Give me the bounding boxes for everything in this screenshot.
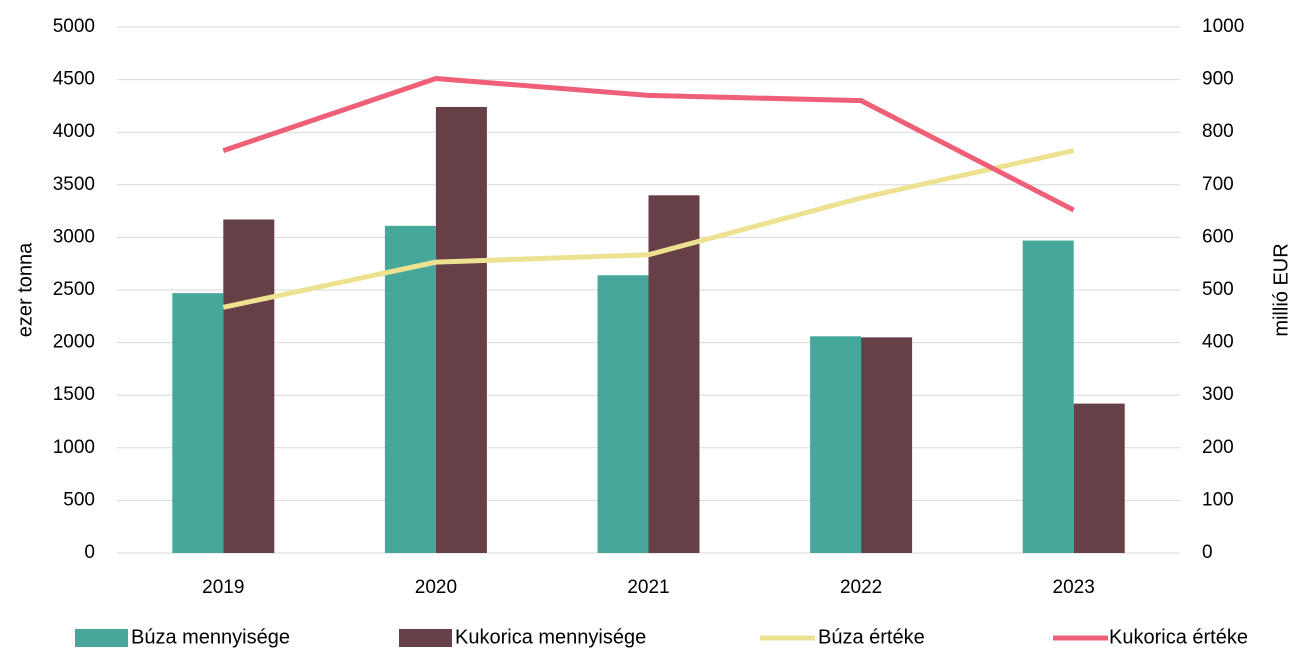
- y-left-tick-label: 2000: [53, 332, 95, 353]
- y-left-tick-label: 1000: [53, 437, 95, 458]
- legend: Búza mennyisége Kukorica mennyisége Búza é…: [75, 626, 1248, 648]
- y-left-tick-label: 4500: [53, 69, 95, 90]
- y-axis-right-ticks: 0 100 200 300 400 500 600 700 800 900 1000: [1202, 16, 1244, 563]
- y-axis-left-title: ezer tonna: [14, 242, 36, 337]
- legend-swatch: [75, 629, 128, 647]
- x-tick-label: 2021: [627, 577, 669, 598]
- y-left-tick-label: 0: [84, 542, 95, 563]
- y-right-tick-label: 100: [1202, 489, 1234, 510]
- x-tick-label: 2020: [415, 577, 457, 598]
- y-right-tick-label: 1000: [1202, 16, 1244, 37]
- y-right-tick-label: 700: [1202, 174, 1234, 195]
- y-right-tick-label: 200: [1202, 437, 1234, 458]
- legend-swatch: [399, 629, 452, 647]
- bar: [810, 336, 862, 553]
- y-right-tick-label: 500: [1202, 279, 1234, 300]
- bar: [172, 293, 224, 553]
- bar: [1073, 403, 1125, 553]
- y-right-tick-label: 300: [1202, 384, 1234, 405]
- bar: [223, 219, 275, 554]
- bar: [861, 337, 913, 553]
- bar: [1022, 240, 1074, 553]
- y-left-tick-label: 3000: [53, 226, 95, 247]
- legend-label: Búza értéke: [818, 626, 925, 648]
- y-axis-right-title: millió EUR: [1270, 243, 1292, 336]
- series-line: [222, 148, 1075, 310]
- y-right-tick-label: 600: [1202, 226, 1234, 247]
- series-line: [222, 76, 1075, 213]
- x-tick-label: 2019: [202, 577, 244, 598]
- y-left-tick-label: 4000: [53, 121, 95, 142]
- bar: [597, 275, 649, 553]
- legend-label: Kukorica mennyisége: [455, 626, 646, 648]
- y-left-tick-label: 2500: [53, 279, 95, 300]
- legend-label: Kukorica értéke: [1109, 626, 1248, 648]
- legend-label: Búza mennyisége: [131, 626, 290, 648]
- x-axis-ticks: 2019 2020 2021 2022 2023: [202, 577, 1095, 598]
- bar: [435, 106, 487, 554]
- y-left-tick-label: 1500: [53, 384, 95, 405]
- line-series-group: [222, 76, 1075, 310]
- y-left-tick-label: 500: [63, 489, 95, 510]
- y-right-tick-label: 0: [1202, 542, 1213, 563]
- x-tick-label: 2022: [840, 577, 882, 598]
- bar-series-group: [172, 106, 1125, 554]
- bar: [384, 225, 436, 553]
- y-right-tick-label: 900: [1202, 69, 1234, 90]
- y-left-tick-label: 5000: [53, 16, 95, 37]
- y-left-tick-label: 3500: [53, 174, 95, 195]
- y-right-tick-label: 400: [1202, 332, 1234, 353]
- y-axis-left-ticks: 0 500 1000 1500 2000 2500 3000 3500 4000 4500 5000: [53, 16, 95, 563]
- y-right-tick-label: 800: [1202, 121, 1234, 142]
- x-tick-label: 2023: [1053, 577, 1095, 598]
